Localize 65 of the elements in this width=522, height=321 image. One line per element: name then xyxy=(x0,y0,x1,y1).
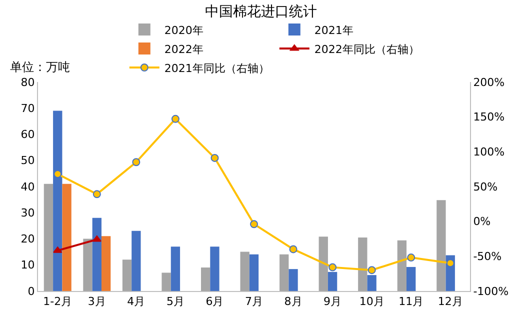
y2-tick-label: 0% xyxy=(473,215,491,228)
point xyxy=(328,263,337,272)
bar xyxy=(397,240,407,291)
bar xyxy=(406,266,416,291)
point xyxy=(132,158,140,166)
point xyxy=(407,254,416,262)
legend-label: 2022年同比（右轴） xyxy=(314,42,420,56)
legend-label: 2020年 xyxy=(164,24,204,37)
bar xyxy=(240,252,250,291)
point xyxy=(250,220,258,228)
y-tick-label: 80 xyxy=(20,76,35,89)
bar xyxy=(210,246,220,291)
y-tick-label: 50 xyxy=(20,154,35,168)
y-tick-label: 20 xyxy=(20,232,35,246)
x-tick-label: 10月 xyxy=(359,295,384,308)
x-tick-label: 8月 xyxy=(284,295,302,308)
y2-tick-label: 100% xyxy=(473,146,505,159)
legend-label: 2021年同比（右轴） xyxy=(164,62,270,75)
y-tick-label: 10 xyxy=(20,258,35,272)
x-tick-label: 7月 xyxy=(245,295,263,308)
y-tick-label: 30 xyxy=(20,206,35,220)
bar xyxy=(249,254,259,291)
y-tick-label: 60 xyxy=(20,128,35,142)
text: 单位：万吨 xyxy=(10,60,70,74)
x-tick-label: 6月 xyxy=(206,295,224,308)
x-tick-label: 9月 xyxy=(324,295,342,308)
bar xyxy=(162,272,171,291)
x-tick-label: 11月 xyxy=(398,295,424,308)
bar xyxy=(53,110,62,291)
y2-tick-label: -50% xyxy=(473,250,502,264)
bar xyxy=(200,267,210,291)
chart-title: 中国棉花进口统计 xyxy=(205,4,317,20)
y-tick-label: 0 xyxy=(28,284,35,298)
bar xyxy=(280,254,289,291)
y2-tick-label: 50% xyxy=(473,180,498,194)
bar xyxy=(101,236,111,291)
x-tick-label: 4月 xyxy=(127,295,146,308)
y-tick-label: 40 xyxy=(20,180,35,194)
bar xyxy=(170,246,180,291)
y-tick-label: 70 xyxy=(20,102,35,115)
x-tick-label: 12月 xyxy=(438,295,463,308)
bar xyxy=(132,230,141,291)
y2-tick-label: -100% xyxy=(473,284,509,298)
bar xyxy=(44,184,54,291)
y2-tick-label: 150% xyxy=(473,110,505,124)
point xyxy=(92,190,101,198)
point xyxy=(210,154,219,162)
bar xyxy=(358,237,368,291)
point xyxy=(446,259,454,268)
bar xyxy=(436,200,446,291)
x-tick-label: 1-2月 xyxy=(43,295,72,308)
x-tick-label: 3月 xyxy=(88,295,106,308)
x-tick-label: 5月 xyxy=(166,295,184,308)
bar xyxy=(83,238,92,291)
bar xyxy=(288,269,298,291)
legend-label: 2022年 xyxy=(164,42,204,56)
bar xyxy=(62,184,72,291)
bar xyxy=(92,218,102,291)
y2-tick-label: 200% xyxy=(473,76,505,89)
point xyxy=(289,245,298,254)
bar xyxy=(318,236,328,291)
legend-label: 2021年 xyxy=(314,24,354,37)
point xyxy=(171,114,180,123)
point xyxy=(368,266,376,274)
bar xyxy=(122,260,132,291)
